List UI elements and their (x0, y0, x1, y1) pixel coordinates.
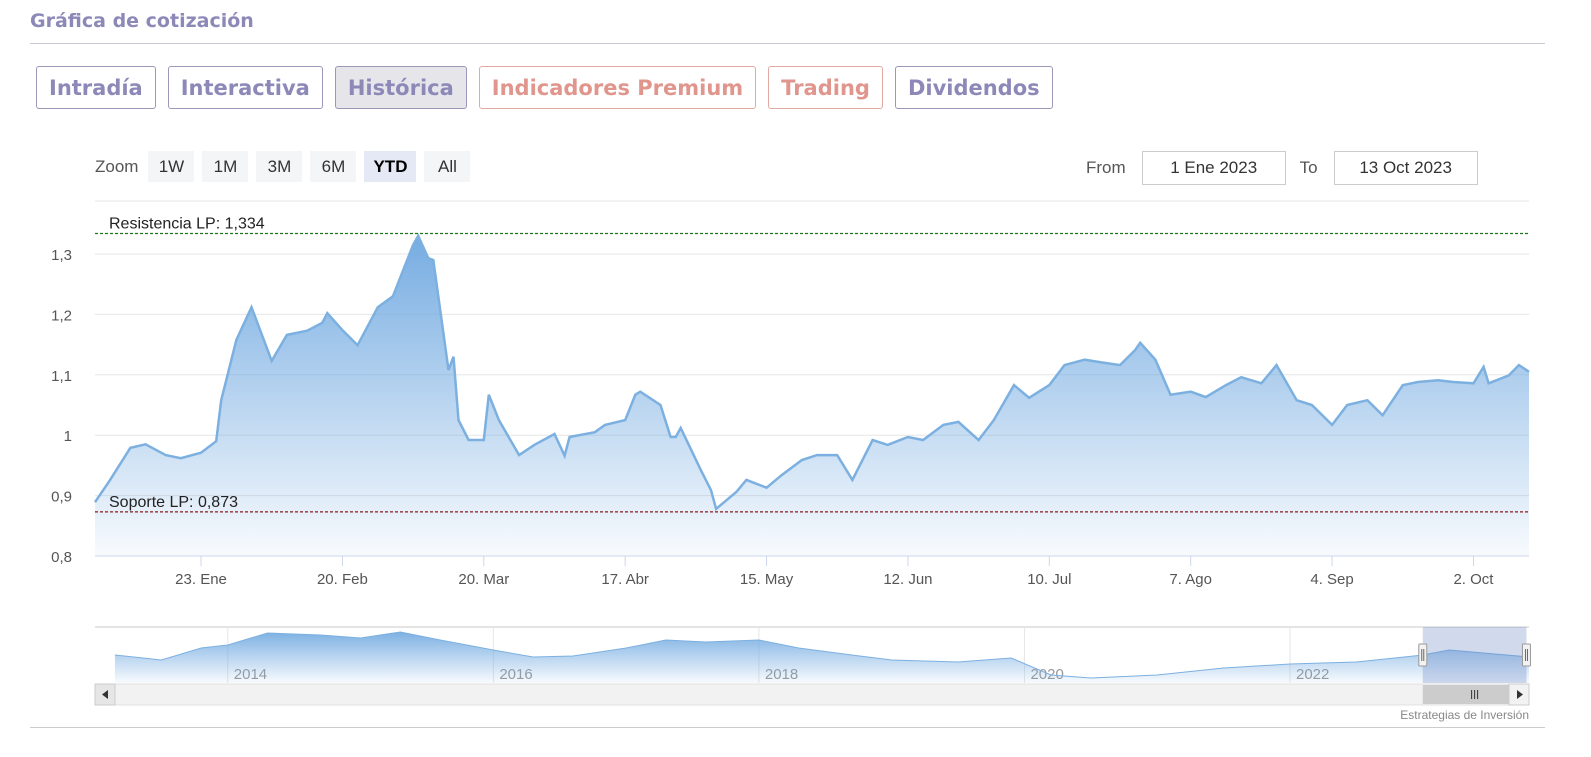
navigator-handle[interactable] (1418, 643, 1428, 667)
zoom-ytd-button[interactable]: YTD (364, 151, 417, 182)
tab-trading[interactable]: Trading (768, 66, 883, 109)
tab-hist-rica[interactable]: Histórica (334, 66, 467, 109)
tab-interactiva[interactable]: Interactiva (167, 66, 323, 109)
zoom-selector: Zoom 1W 1M 3M 6M YTD All (95, 151, 471, 182)
zoom-1w-button[interactable]: 1W (148, 151, 195, 182)
zoom-3m-button[interactable]: 3M (256, 151, 303, 182)
tab-dividendos[interactable]: Dividendos (894, 66, 1053, 109)
y-tick-label: 0,9 (51, 489, 72, 506)
y-tick-label: 1,3 (51, 247, 72, 264)
x-tick-label: 23. Ene (175, 571, 227, 588)
navigator-line (114, 631, 1530, 679)
tab-indicadores-premium[interactable]: Indicadores Premium (478, 66, 757, 109)
arrow-left-icon (102, 690, 108, 699)
arrow-right-icon (1517, 690, 1523, 699)
scrollbar-track[interactable] (94, 683, 1530, 706)
navigator-handle[interactable] (1521, 643, 1531, 667)
zoom-label: Zoom (95, 156, 139, 176)
x-tick-label: 12. Jun (883, 571, 932, 588)
divider (30, 727, 1545, 728)
plot-line-label: Resistencia LP: 1,334 (109, 215, 265, 232)
price-line (93, 233, 1530, 512)
price-area (95, 235, 1529, 556)
x-tick-label: 20. Feb (317, 571, 368, 588)
x-tick-label: 17. Abr (601, 571, 649, 588)
y-tick-label: 1,1 (51, 368, 72, 385)
x-tick-label: 2. Oct (1453, 571, 1494, 588)
navigator-area (114, 632, 1529, 683)
y-tick-label: 1,2 (51, 307, 72, 324)
to-label: To (1299, 158, 1318, 177)
zoom-1m-button[interactable]: 1M (202, 151, 249, 182)
y-tick-label: 0,8 (51, 549, 72, 566)
to-date-input[interactable] (1333, 151, 1478, 185)
x-tick-label: 15. May (740, 571, 794, 588)
tab-intrad-a[interactable]: Intradía (36, 66, 156, 109)
zoom-6m-button[interactable]: 6M (310, 151, 357, 182)
chart-tabs: Intradía Interactiva Histórica Indicadores … (36, 66, 1053, 109)
from-label: From (1086, 158, 1126, 177)
section-title: Gráfica de cotización (30, 10, 254, 32)
x-tick-label: 7. Ago (1169, 571, 1212, 588)
date-range: From To (1086, 151, 1492, 185)
navigator-selection (1422, 627, 1527, 683)
y-tick-label: 1 (64, 428, 72, 445)
x-tick-label: 4. Sep (1310, 571, 1353, 588)
x-tick-label: 20. Mar (458, 571, 509, 588)
chart-credit: Estrategias de Inversión (1400, 708, 1529, 722)
divider (30, 43, 1545, 44)
x-tick-label: 10. Jul (1027, 571, 1071, 588)
from-date-input[interactable] (1141, 151, 1286, 185)
plot-line-label: Soporte LP: 0,873 (109, 494, 238, 511)
zoom-all-button[interactable]: All (424, 151, 471, 182)
